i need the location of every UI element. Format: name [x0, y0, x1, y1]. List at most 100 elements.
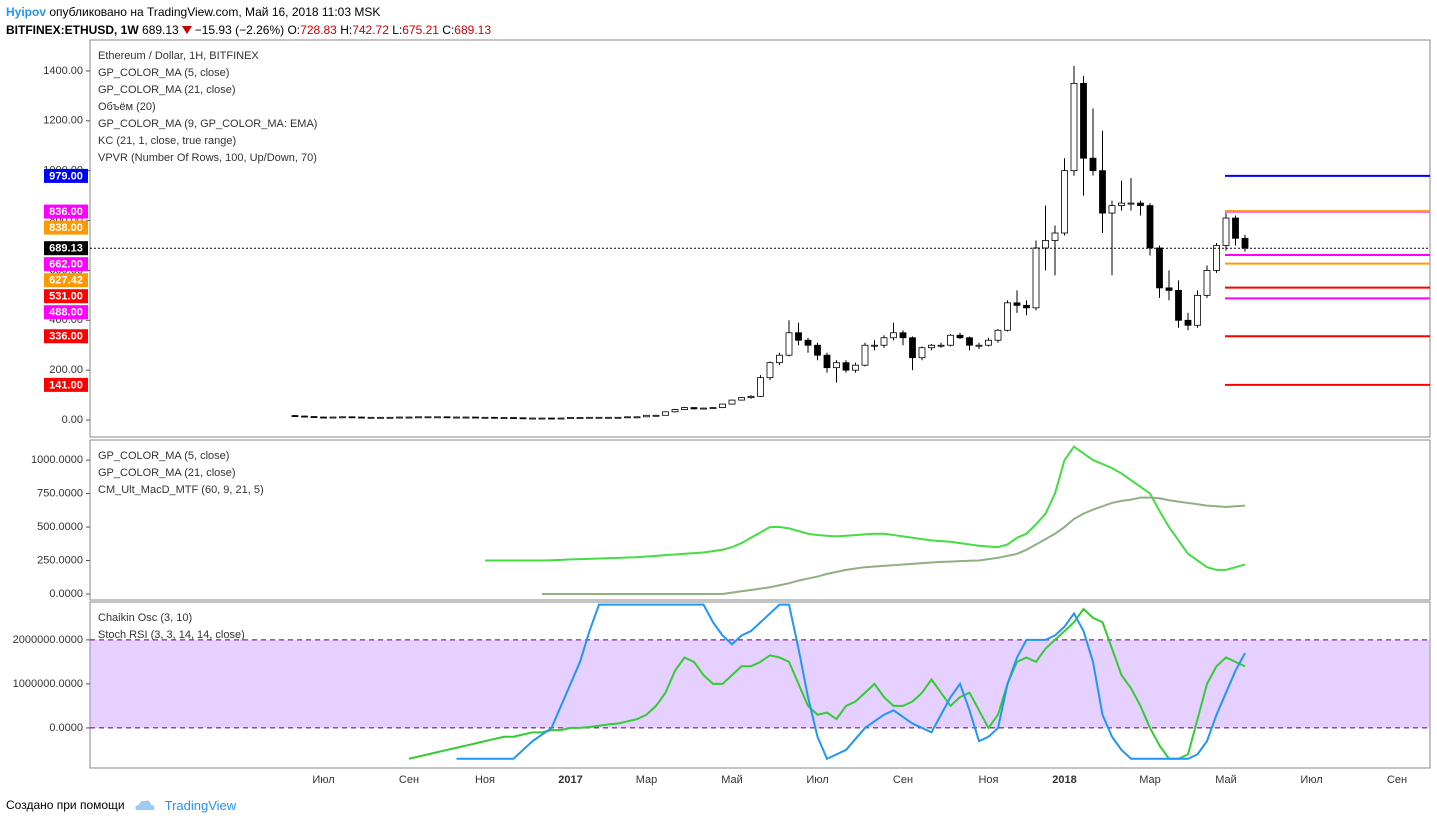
- h-label: H:: [340, 23, 353, 37]
- x-tick-label: Сен: [893, 774, 913, 786]
- candle-body: [1061, 170, 1068, 234]
- candle-body: [880, 337, 888, 346]
- price-badge: [44, 257, 88, 272]
- candle-body: [576, 417, 584, 419]
- candle-body: [320, 416, 327, 419]
- candle-body: [728, 399, 736, 405]
- candle-body: [928, 344, 935, 349]
- candle-body: [491, 416, 498, 419]
- x-tick-label: 2017: [558, 774, 582, 786]
- price-badge: [44, 168, 88, 183]
- candle-body: [956, 334, 964, 339]
- candle-body: [947, 334, 954, 346]
- candle-body: [833, 362, 840, 369]
- candle-body: [1232, 217, 1239, 239]
- candle-body: [852, 364, 859, 371]
- candle-body: [1051, 232, 1059, 241]
- price-badge-label: 627.42: [49, 275, 83, 287]
- legend-entry: GP_COLOR_MA (21, close): [98, 84, 236, 96]
- change: −15.93 (−2.26%): [194, 23, 285, 37]
- x-tick-label: Сен: [399, 774, 419, 786]
- candle-body: [795, 332, 802, 341]
- candle-body: [671, 409, 679, 413]
- o-label: O:: [287, 23, 301, 37]
- candle-body: [310, 416, 318, 418]
- candle-body: [1184, 319, 1192, 326]
- candle-body: [1080, 82, 1087, 159]
- candle-body: [1032, 247, 1040, 309]
- candle-body: [329, 416, 337, 419]
- legend-entry: Stoch RSI (3, 3, 14, 14, close): [98, 629, 245, 641]
- candle-body: [738, 397, 745, 401]
- pane-border: [89, 439, 1431, 601]
- price-badge: [44, 204, 88, 219]
- candle-body: [605, 416, 612, 419]
- candle-body: [1194, 294, 1201, 326]
- candle-body: [1004, 302, 1011, 331]
- candle-body: [804, 339, 812, 346]
- price-badge-label: 531.00: [49, 291, 83, 303]
- candle-body: [1203, 270, 1211, 296]
- candle-body: [1175, 289, 1182, 321]
- candle-body: [472, 416, 479, 419]
- candle-body: [814, 344, 821, 356]
- price-badge-label: 836.00: [49, 206, 83, 218]
- candle-body: [301, 415, 308, 418]
- legend-entry: Chaikin Osc (3, 10): [98, 612, 192, 624]
- candle-body: [624, 416, 631, 419]
- x-tick-label: Май: [1215, 774, 1237, 786]
- candle-body: [709, 407, 717, 409]
- legend-entry: VPVR (Number Of Rows, 100, Up/Down, 70): [98, 152, 317, 164]
- candle-body: [1042, 240, 1049, 249]
- open: 728.83: [300, 23, 337, 37]
- candle-body: [510, 417, 517, 419]
- candle-body: [595, 416, 603, 419]
- candle-body: [557, 417, 565, 420]
- candle-body: [434, 416, 441, 419]
- last: 689.13: [142, 23, 179, 37]
- candle-body: [690, 407, 698, 410]
- legend-entry: Ethereum / Dollar, 1H, BITFINEX: [98, 50, 259, 62]
- candle-body: [567, 417, 574, 419]
- symbol: BITFINEX:ETHUSD, 1W: [6, 23, 139, 37]
- candle-body: [529, 417, 536, 420]
- price-badge: [44, 305, 88, 320]
- candle-body: [500, 417, 508, 419]
- close: 689.13: [454, 23, 491, 37]
- price-badge-label: 662.00: [49, 259, 83, 271]
- pane-border: [89, 39, 1431, 438]
- down-arrow: [181, 26, 192, 34]
- candle-body: [1118, 202, 1125, 206]
- candle-body: [377, 416, 384, 419]
- candle-body: [909, 337, 916, 359]
- candle-body: [538, 417, 546, 420]
- y-tick-label: 0.0000: [49, 588, 83, 600]
- candle-body: [785, 332, 793, 356]
- y-tick-label: 1200.00: [43, 115, 83, 127]
- candle-body: [700, 407, 707, 410]
- brand[interactable]: TradingView: [164, 797, 237, 813]
- legend-entry: Объём (20): [98, 101, 156, 113]
- candle-body: [1165, 287, 1173, 291]
- published: опубликовано на TradingView.com, Май 16,…: [49, 5, 381, 19]
- candle-body: [1070, 82, 1078, 172]
- price-badge: [44, 220, 88, 235]
- candle-body: [396, 416, 403, 419]
- high: 742.72: [352, 23, 389, 37]
- legend-entry: GP_COLOR_MA (5, close): [98, 450, 229, 462]
- candle-body: [586, 416, 593, 419]
- candle-body: [358, 416, 365, 419]
- quote-line: BITFINEX:ETHUSD, 1W 689.13 −15.93 (−2.26%…: [6, 21, 491, 39]
- x-tick-label: 2018: [1052, 774, 1076, 786]
- series-line: [485, 445, 1246, 571]
- candle-body: [367, 416, 375, 419]
- candle-body: [1089, 157, 1097, 172]
- candle-body: [842, 362, 850, 371]
- candle-body: [1013, 302, 1021, 306]
- author[interactable]: Hyipov: [6, 5, 47, 19]
- low: 675.21: [402, 23, 439, 37]
- y-tick-label: 1000.0000: [31, 454, 83, 466]
- logo[interactable]: [133, 797, 157, 813]
- candle-body: [652, 414, 660, 417]
- x-tick-label: Ноя: [978, 774, 998, 786]
